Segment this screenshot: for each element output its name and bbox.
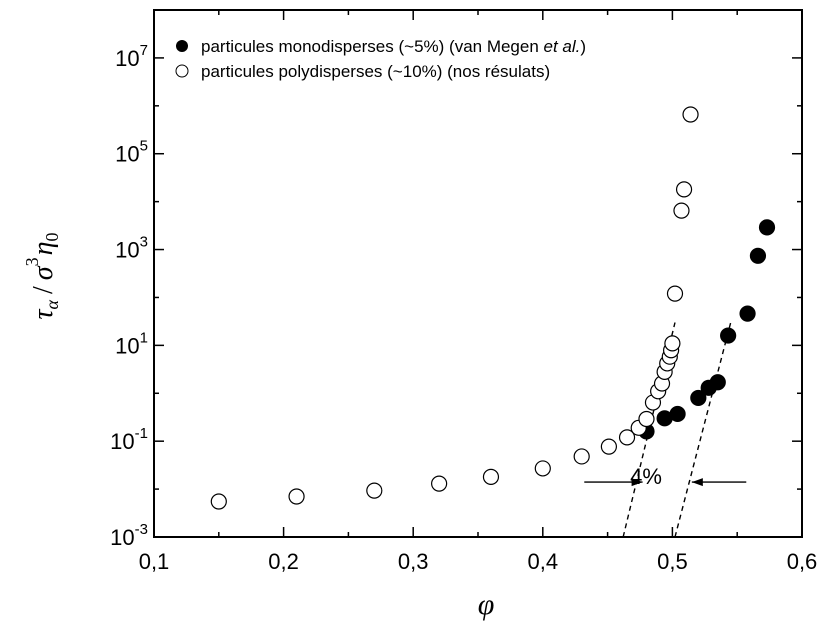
point-polydisperse [431, 475, 448, 492]
point-monodisperse [739, 305, 756, 322]
x-tick-label: 0,2 [268, 549, 299, 574]
point-polydisperse [534, 460, 551, 477]
y-tick-label: 10-3 [110, 521, 148, 550]
point-polydisperse [482, 468, 500, 485]
y-tick-label: 101 [115, 329, 148, 358]
legend-label-monodisperse: particules monodisperses (~5%) (van Mege… [201, 37, 586, 56]
x-tick-label: 0,3 [398, 549, 429, 574]
point-polydisperse [673, 202, 690, 219]
legend-marker-polydisperse [175, 64, 189, 78]
tick-labels: 0,1 0,2 0,3 0,4 0,5 0,6 10-3 10-1 101 103 105 107 [110, 42, 817, 574]
x-tick-label: 0,5 [657, 549, 688, 574]
axis-ticks [153, 9, 803, 538]
point-monodisperse [669, 405, 686, 423]
point-polydisperse [366, 482, 383, 499]
x-tick-label: 0,4 [528, 549, 559, 574]
plot-frame [153, 9, 803, 538]
point-polydisperse [638, 410, 655, 428]
y-tick-label: 105 [115, 138, 148, 167]
legend-marker-monodisperse [176, 40, 188, 52]
legend: particules monodisperses (~5%) (van Mege… [175, 37, 586, 81]
point-polydisperse [288, 488, 305, 505]
point-polydisperse [600, 438, 617, 455]
point-polydisperse [618, 429, 636, 446]
point-polydisperse [210, 493, 227, 510]
svg-text:τα/σ3η0: τα/σ3η0 [22, 233, 62, 320]
y-tick-label: 10-1 [110, 425, 148, 454]
y-tick-label: 103 [115, 234, 148, 263]
point-monodisperse [709, 374, 726, 391]
point-polydisperse [573, 448, 590, 465]
point-monodisperse [690, 389, 707, 407]
point-monodisperse [758, 219, 776, 236]
point-polydisperse [666, 285, 684, 302]
point-polydisperse [682, 106, 699, 123]
x-tick-label: 0,6 [787, 549, 818, 574]
y-tick-label: 107 [115, 42, 148, 71]
point-monodisperse [749, 247, 767, 264]
fit-line-2 [674, 322, 732, 538]
point-monodisperse [720, 327, 737, 344]
point-polydisperse [675, 181, 693, 198]
data-points [210, 106, 776, 510]
x-axis-label: φ [478, 588, 495, 621]
x-tick-label: 0,1 [139, 549, 170, 574]
legend-label-polydisperse: particules polydisperses (~10%) (nos rés… [201, 62, 550, 81]
point-polydisperse [664, 335, 681, 352]
gap-annotation: 4% [630, 464, 662, 489]
y-axis-label: τα/σ3η0 [22, 233, 62, 320]
